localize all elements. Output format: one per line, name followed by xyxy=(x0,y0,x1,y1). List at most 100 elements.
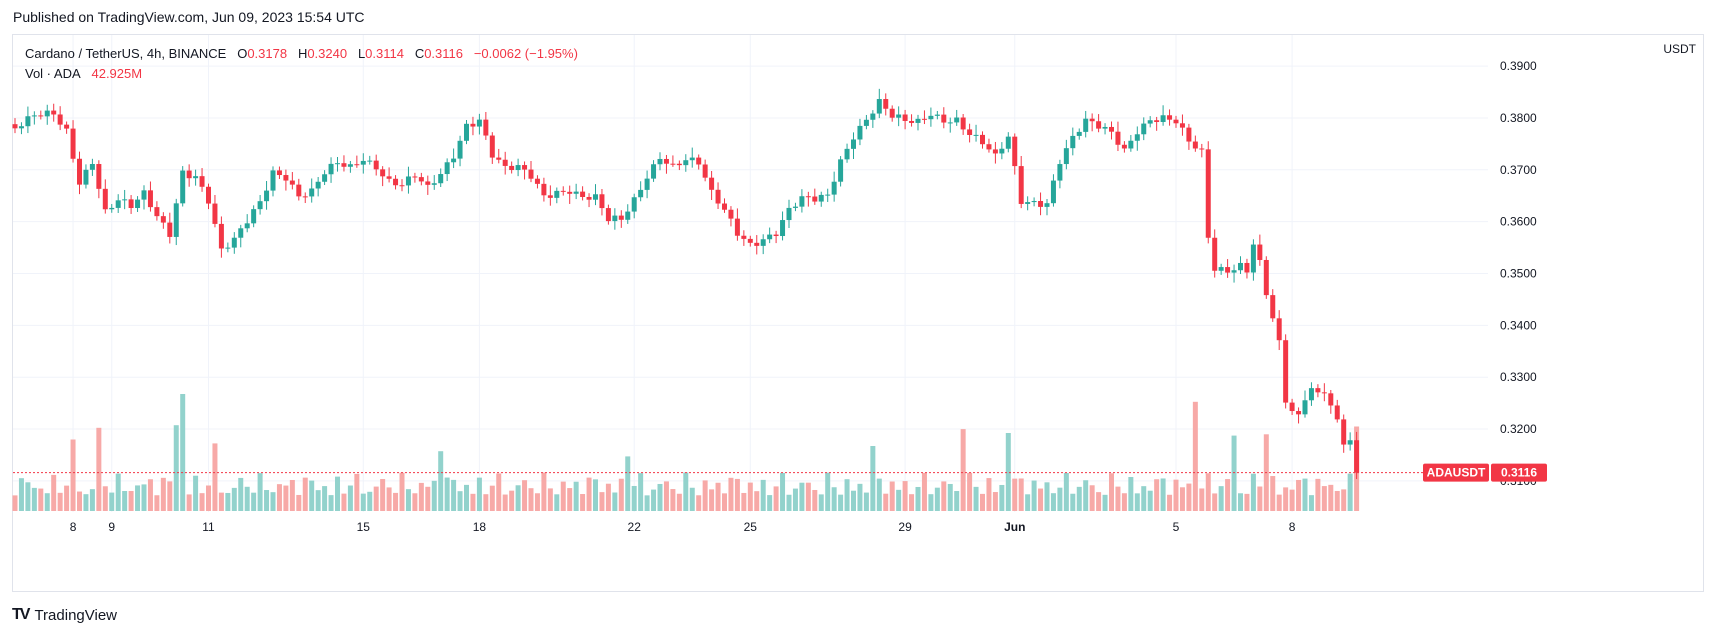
candle-body xyxy=(160,216,166,223)
volume-bar xyxy=(470,493,476,511)
candle-body xyxy=(573,191,579,194)
last-price-label: 0.3116 xyxy=(1501,466,1537,480)
open-value: 0.3178 xyxy=(247,46,288,61)
volume-bar xyxy=(1231,435,1237,511)
volume-bar xyxy=(663,481,669,511)
volume-bar xyxy=(1218,486,1224,511)
volume-bar xyxy=(980,493,985,511)
candle-body xyxy=(857,125,863,140)
volume-bar xyxy=(599,492,605,511)
candle-body xyxy=(102,188,108,210)
time-tick-label: 25 xyxy=(744,520,758,534)
volume-bar xyxy=(193,475,199,511)
volume-label[interactable]: Vol · ADA xyxy=(25,66,81,81)
volume-bar xyxy=(44,493,50,511)
volume-bar xyxy=(1096,492,1102,511)
candle-body xyxy=(483,119,489,136)
volume-bar xyxy=(896,489,902,511)
volume-bar xyxy=(70,439,76,511)
volume-bar xyxy=(51,474,57,511)
volume-bar xyxy=(347,485,353,511)
symbol-title[interactable]: Cardano / TetherUS, 4h, BINANCE xyxy=(25,46,227,61)
volume-bar xyxy=(947,483,953,511)
volume-bar xyxy=(657,483,663,511)
volume-bar xyxy=(1270,476,1276,511)
candle-body xyxy=(986,144,992,150)
volume-bar xyxy=(909,494,915,511)
candle-body xyxy=(780,220,786,237)
candle-body xyxy=(612,215,618,222)
volume-bar xyxy=(18,478,24,511)
volume-bar xyxy=(741,492,747,511)
volume-bar xyxy=(999,484,1005,511)
volume-bar xyxy=(1121,493,1127,511)
candle-body xyxy=(1141,123,1147,135)
volume-bar xyxy=(315,490,321,511)
candle-body xyxy=(18,126,24,129)
volume-bar xyxy=(244,486,250,511)
candle-body xyxy=(1005,136,1011,149)
price-tick-label: 0.3300 xyxy=(1500,370,1537,384)
candle-body xyxy=(522,165,528,170)
volume-bar xyxy=(1283,487,1289,511)
volume-bar xyxy=(257,473,263,511)
candle-body xyxy=(773,234,779,237)
volume-bar xyxy=(328,495,334,511)
candle-body xyxy=(941,114,947,123)
time-tick-label: 29 xyxy=(898,520,912,534)
candle-body xyxy=(425,181,431,185)
time-tick-label: 15 xyxy=(357,520,371,534)
candle-body xyxy=(1076,131,1082,136)
volume-bar xyxy=(760,479,766,511)
volume-bar xyxy=(1025,494,1031,511)
candle-body xyxy=(947,122,953,124)
candle-body xyxy=(515,165,521,171)
candle-body xyxy=(683,160,689,166)
chart-frame[interactable] xyxy=(12,34,1704,592)
volume-bar xyxy=(992,492,998,511)
volume-bar xyxy=(1212,493,1218,511)
volume-bar xyxy=(728,477,734,511)
low-label: L xyxy=(357,46,366,61)
volume-bar xyxy=(1341,489,1347,511)
volume-bar xyxy=(567,488,573,511)
volume-bar xyxy=(115,473,121,511)
candle-body xyxy=(547,195,553,198)
candle-body xyxy=(618,215,624,220)
candle-body xyxy=(1160,115,1166,122)
candle-body xyxy=(386,176,392,179)
candle-body xyxy=(431,183,437,185)
candle-body xyxy=(1134,134,1140,141)
volume-bar xyxy=(676,493,682,511)
candle-body xyxy=(1089,118,1095,122)
volume-bar xyxy=(1044,482,1050,511)
candle-body xyxy=(1121,144,1127,149)
candle-body xyxy=(1050,180,1056,204)
candle-body xyxy=(83,169,89,185)
volume-bar xyxy=(1308,495,1314,511)
candle-body xyxy=(670,163,676,165)
high-label: H xyxy=(297,46,308,61)
candle-body xyxy=(502,159,508,166)
time-tick-label: 11 xyxy=(202,520,215,534)
volume-bar xyxy=(464,484,469,511)
volume-bar xyxy=(747,482,753,511)
volume-bar xyxy=(683,472,689,511)
volume-bar xyxy=(580,494,586,511)
tradingview-footer[interactable]: TV TradingView xyxy=(12,606,117,624)
price-axis-unit[interactable]: USDT xyxy=(1663,42,1696,56)
volume-bar xyxy=(534,493,540,511)
volume-bar xyxy=(276,484,282,511)
volume-bar xyxy=(709,489,715,511)
legend-ohlc-row: Cardano / TetherUS, 4h, BINANCE O0.3178 … xyxy=(25,44,578,64)
volume-bar xyxy=(689,487,695,511)
candle-body xyxy=(567,191,573,194)
time-tick-label: 9 xyxy=(108,520,115,534)
volume-value: 42.925M xyxy=(91,66,143,81)
symbol-badge xyxy=(1423,463,1489,482)
volume-bar xyxy=(522,480,528,511)
volume-bar xyxy=(1238,493,1243,511)
volume-bar xyxy=(283,485,289,511)
price-tick-label: 0.3200 xyxy=(1500,422,1537,436)
